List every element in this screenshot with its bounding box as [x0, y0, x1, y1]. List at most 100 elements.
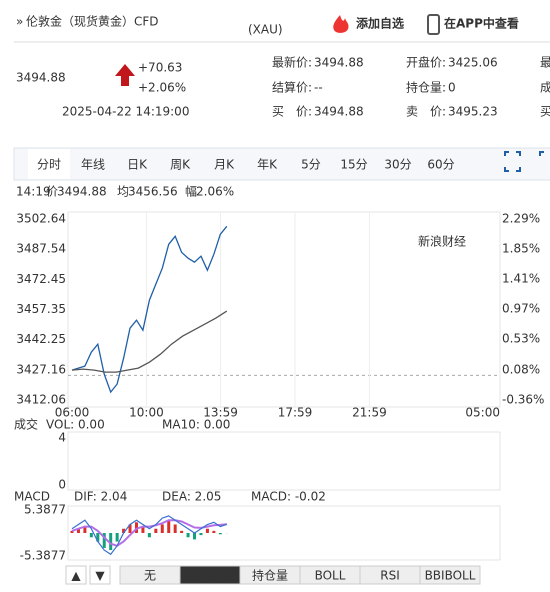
- macd-bar: [160, 524, 164, 533]
- macd-bar: [141, 526, 145, 533]
- average-line: [71, 310, 228, 373]
- y-tick-label: 3487.54: [16, 242, 66, 256]
- period-tab[interactable]: 60分: [427, 158, 454, 172]
- stat-label: 最: [540, 56, 550, 70]
- up-arrow: [115, 64, 135, 86]
- y-tick-label: 3427.16: [16, 362, 66, 376]
- info-label: 幅: [185, 184, 197, 199]
- y2-tick-label: 1.85%: [502, 242, 540, 256]
- macd-bar: [96, 533, 100, 542]
- indicator-tab[interactable]: RSI: [380, 569, 400, 583]
- up-glyph: ▲: [71, 569, 81, 583]
- stat-label: 持仓量:: [406, 80, 446, 95]
- stat-value: 3494.88: [314, 56, 364, 70]
- tab-selected-bg: [28, 149, 70, 179]
- fullscreen-icon[interactable]: [504, 151, 521, 172]
- macd-frame: [67, 505, 501, 561]
- title: 伦敦金（现货黄金）CFD: [26, 14, 159, 29]
- period-tab[interactable]: 15分: [340, 158, 367, 172]
- macd-bar: [154, 528, 158, 533]
- indicator-tab[interactable]: 持仓量: [252, 568, 288, 583]
- macd-value: MACD: -0.02: [251, 490, 326, 504]
- period-tab[interactable]: 周K: [170, 158, 191, 172]
- info-label: 均: [117, 185, 129, 199]
- y-tick-label: 3442.25: [16, 332, 66, 346]
- price-frame: [67, 211, 501, 408]
- macd-bar: [147, 533, 151, 538]
- flame-icon[interactable]: [333, 15, 349, 33]
- up-button[interactable]: [65, 565, 87, 585]
- macd-tick-label: 5.3877: [24, 503, 66, 517]
- period-tab[interactable]: 5分: [301, 158, 321, 172]
- macd-bar: [173, 524, 177, 533]
- dea-label: DEA: 2.05: [162, 490, 221, 504]
- period-tab[interactable]: 年线: [81, 158, 105, 172]
- macd-bar: [193, 533, 197, 540]
- phone-icon[interactable]: [427, 14, 440, 35]
- macd-label: MACD: [14, 490, 50, 504]
- y-tick-label: 3472.45: [16, 272, 66, 286]
- macd-bar: [199, 533, 203, 536]
- more-icon[interactable]: [539, 151, 544, 156]
- macd-bar: [76, 528, 80, 533]
- y2-tick-label: 1.41%: [502, 272, 540, 286]
- info-amp: 2.06%: [196, 185, 234, 199]
- change: +70.63: [138, 61, 182, 75]
- stat-value: 3495.23: [448, 105, 498, 119]
- down-glyph: ▼: [95, 569, 105, 583]
- dif-label: DIF: 2.04: [74, 490, 127, 504]
- down-button[interactable]: [89, 565, 111, 585]
- y2-tick-label: 0.53%: [502, 332, 540, 346]
- watermark: 新浪财经: [418, 234, 466, 249]
- y2-tick-label: 0.08%: [502, 362, 540, 376]
- x-tick-label: 21:59: [352, 406, 387, 420]
- period-tab[interactable]: 分时: [37, 158, 61, 172]
- indicator-tab[interactable]: MACD: [190, 569, 230, 583]
- macd-bar: [180, 530, 184, 533]
- stat-label: 成: [540, 81, 550, 95]
- indicator-tab[interactable]: BBIBOLL: [425, 569, 476, 583]
- info-time: 14:19: [16, 185, 51, 199]
- stat-label: 买: [540, 105, 550, 119]
- volume-tick-label: 4: [58, 431, 66, 445]
- x-tick-label: 06:00: [55, 406, 90, 420]
- info-label: 价: [46, 185, 58, 199]
- ma10-value: MA10: 0.00: [162, 418, 230, 432]
- tab-bar: [13, 147, 550, 181]
- y2-tick-label: 2.29%: [502, 212, 540, 226]
- stat-value: 3494.88: [314, 105, 364, 119]
- stat-label: 卖 价:: [406, 105, 446, 119]
- macd-tick-label: -5.3877: [20, 549, 66, 563]
- macd-bar: [70, 530, 74, 533]
- period-tab[interactable]: 月K: [214, 158, 235, 172]
- x-tick-label: 13:59: [203, 406, 238, 420]
- macd-bar: [115, 533, 119, 542]
- x-tick-label: 10:00: [129, 406, 164, 420]
- quote-time: 2025-04-22 14:19:00: [62, 105, 189, 119]
- price-line: [71, 225, 228, 394]
- stat-value: 0: [448, 81, 456, 95]
- indicator-tab[interactable]: 无: [144, 569, 156, 583]
- indicator-tab-bg[interactable]: [419, 565, 481, 585]
- title-prefix: »: [16, 15, 23, 29]
- title-code: (XAU): [248, 23, 283, 37]
- macd-bar: [128, 524, 132, 533]
- macd-bar: [218, 533, 222, 535]
- period-tab[interactable]: 30分: [384, 158, 411, 172]
- open-app[interactable]: 在APP中查看: [444, 16, 519, 31]
- add-watch[interactable]: 添加自选: [356, 16, 404, 31]
- dif-line: [71, 515, 228, 556]
- period-tab[interactable]: 日K: [127, 158, 148, 172]
- info-avg: 3456.56: [128, 185, 178, 199]
- stat-label: 开盘价:: [406, 55, 446, 70]
- volume-label: 成交: [14, 417, 38, 432]
- period-tab[interactable]: 年K: [257, 158, 278, 172]
- volume-frame: [67, 431, 501, 491]
- indicator-tab[interactable]: BOLL: [315, 569, 346, 583]
- x-tick-label: 17:59: [278, 406, 313, 420]
- change-pct: +2.06%: [138, 81, 186, 95]
- price: 3494.88: [16, 71, 66, 85]
- y2-tick-label: 0.97%: [502, 302, 540, 316]
